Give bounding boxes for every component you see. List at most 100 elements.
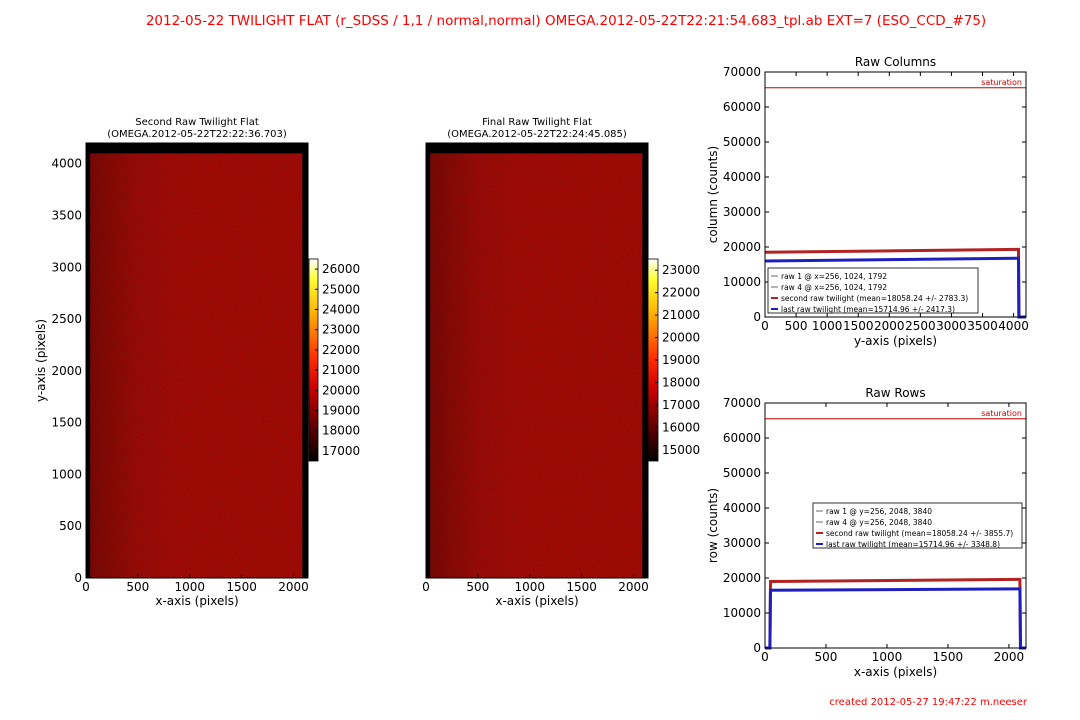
x-axis-label: y-axis (pixels) [854,334,937,348]
x-tick-label: 1500 [226,580,257,594]
legend-box [812,502,1023,549]
heatmap-panel-2: Final Raw Twilight Flat(OMEGA.2012-05-22… [422,117,700,608]
x-tick-label: 1500 [933,650,964,664]
x-tick-label: 0 [82,580,90,594]
colorbar-tick-label: 26000 [322,262,360,276]
heatmap-title: Second Raw Twilight Flat [135,117,259,128]
colorbar-tick-label: 18000 [322,424,360,438]
x-tick-label: 2000 [874,319,905,333]
x-axis-label: x-axis (pixels) [155,594,238,608]
y-tick-label: 70000 [723,65,761,79]
x-tick-label: 2000 [278,580,309,594]
x-tick-label: 2500 [905,319,936,333]
colorbar-tick-label: 21000 [322,363,360,377]
legend-box [767,267,979,314]
legend-entry: last raw twilight (mean=15714.96 +/- 241… [781,305,955,314]
y-tick-label: 40000 [723,170,761,184]
x-tick-label: 1000 [872,650,903,664]
x-tick-label: 2000 [618,580,649,594]
x-tick-label: 0 [761,650,769,664]
heatmap-title: Final Raw Twilight Flat [482,117,592,128]
y-tick-label: 50000 [723,466,761,480]
x-tick-label: 1500 [843,319,874,333]
y-tick-label: 20000 [723,240,761,254]
figure-title: 2012-05-22 TWILIGHT FLAT (r_SDSS / 1,1 /… [146,13,986,29]
heatmap-subtitle: (OMEGA.2012-05-22T22:24:45.085) [447,129,627,140]
x-tick-label: 1000 [514,580,545,594]
y-tick-label: 500 [59,519,82,533]
colorbar-tick-label: 20000 [322,383,360,397]
y-tick-label: 0 [753,641,761,655]
plot-title: Raw Columns [855,55,936,69]
colorbar-tick-label: 22000 [322,343,360,357]
x-tick-label: 3000 [936,319,967,333]
colorbar-tick-label: 16000 [662,420,700,434]
plot-title: Raw Rows [865,386,925,400]
colorbar [308,258,319,462]
legend-entry: raw 1 @ x=256, 1024, 1792 [781,272,887,281]
colorbar-tick-label: 21000 [662,308,700,322]
legend-entry: raw 1 @ y=256, 2048, 3840 [826,507,932,516]
colorbar-tick-label: 20000 [662,331,700,345]
x-tick-label: 1500 [566,580,597,594]
legend-entry: last raw twilight (mean=15714.96 +/- 334… [826,540,1000,549]
colorbar-tick-label: 19000 [662,353,700,367]
x-tick-label: 3500 [967,319,998,333]
legend-entry: second raw twilight (mean=18058.24 +/- 2… [781,294,968,303]
y-tick-label: 10000 [723,275,761,289]
colorbar-tick-label: 24000 [322,303,360,317]
x-tick-label: 0 [422,580,430,594]
heatmap-subtitle: (OMEGA.2012-05-22T22:22:36.703) [107,129,287,140]
colorbar-tick-label: 23000 [662,263,700,277]
y-tick-label: 0 [74,571,82,585]
x-tick-label: 1000 [174,580,205,594]
x-tick-label: 500 [126,580,149,594]
figure-footer: created 2012-05-27 19:47:22 m.neeser [829,697,1028,708]
colorbar-tick-label: 18000 [662,375,700,389]
heatmap-frame [85,142,309,579]
y-tick-label: 20000 [723,571,761,585]
plot-frame [764,71,1027,318]
y-tick-label: 50000 [723,135,761,149]
saturation-label: saturation [981,78,1022,87]
colorbar-tick-label: 17000 [662,398,700,412]
legend: raw 1 @ y=256, 2048, 3840 raw 4 @ y=256, … [812,502,1023,549]
x-tick-label: 500 [785,319,808,333]
x-tick-label: 500 [815,650,838,664]
y-axis-label: y-axis (pixels) [34,319,48,402]
heatmap-panel-1: Second Raw Twilight Flat(OMEGA.2012-05-2… [34,117,360,608]
colorbar-tick-label: 25000 [322,282,360,296]
legend: raw 1 @ x=256, 1024, 1792 raw 4 @ x=256, … [767,267,979,314]
y-tick-label: 3500 [51,209,82,223]
legend-entry: raw 4 @ y=256, 2048, 3840 [826,518,932,527]
saturation-label: saturation [981,409,1022,418]
y-tick-label: 70000 [723,396,761,410]
x-axis-label: x-axis (pixels) [854,665,937,679]
colorbar-tick-label: 22000 [662,286,700,300]
y-tick-label: 1500 [51,416,82,430]
y-tick-label: 1000 [51,467,82,481]
colorbar-tick-label: 17000 [322,444,360,458]
y-tick-label: 30000 [723,536,761,550]
x-axis-label: x-axis (pixels) [495,594,578,608]
y-axis-label: row (counts) [706,488,720,563]
y-tick-label: 0 [753,310,761,324]
y-tick-label: 60000 [723,100,761,114]
x-tick-label: 4000 [998,319,1029,333]
colorbar-tick-label: 23000 [322,323,360,337]
y-tick-label: 2000 [51,364,82,378]
y-tick-label: 2500 [51,312,82,326]
y-tick-label: 4000 [51,157,82,171]
y-tick-label: 40000 [723,501,761,515]
y-tick-label: 60000 [723,431,761,445]
line-panel-2: Raw Rows saturation 0 500 1000 1500 20000 10000… [706,386,1027,679]
colorbar-tick-label: 15000 [662,443,700,457]
y-tick-label: 30000 [723,205,761,219]
x-tick-label: 1000 [812,319,843,333]
y-axis-label: column (counts) [706,146,720,243]
x-tick-label: 500 [466,580,489,594]
y-tick-label: 10000 [723,606,761,620]
heatmap-noise [90,153,303,578]
line-panel-1: Raw Columns saturation 0 500 1000 1500 2000 250… [706,55,1029,348]
